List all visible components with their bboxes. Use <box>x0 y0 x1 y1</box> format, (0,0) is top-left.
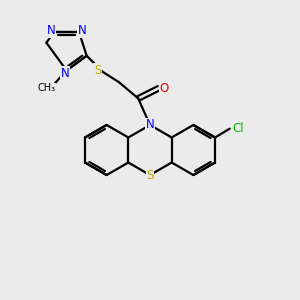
Text: Cl: Cl <box>232 122 244 135</box>
Text: O: O <box>160 82 169 95</box>
Text: S: S <box>146 169 154 182</box>
Text: N: N <box>61 67 69 80</box>
Text: S: S <box>94 64 101 77</box>
Text: CH₃: CH₃ <box>38 83 56 93</box>
Text: N: N <box>47 24 56 37</box>
Text: N: N <box>146 118 154 131</box>
Text: N: N <box>78 24 86 37</box>
